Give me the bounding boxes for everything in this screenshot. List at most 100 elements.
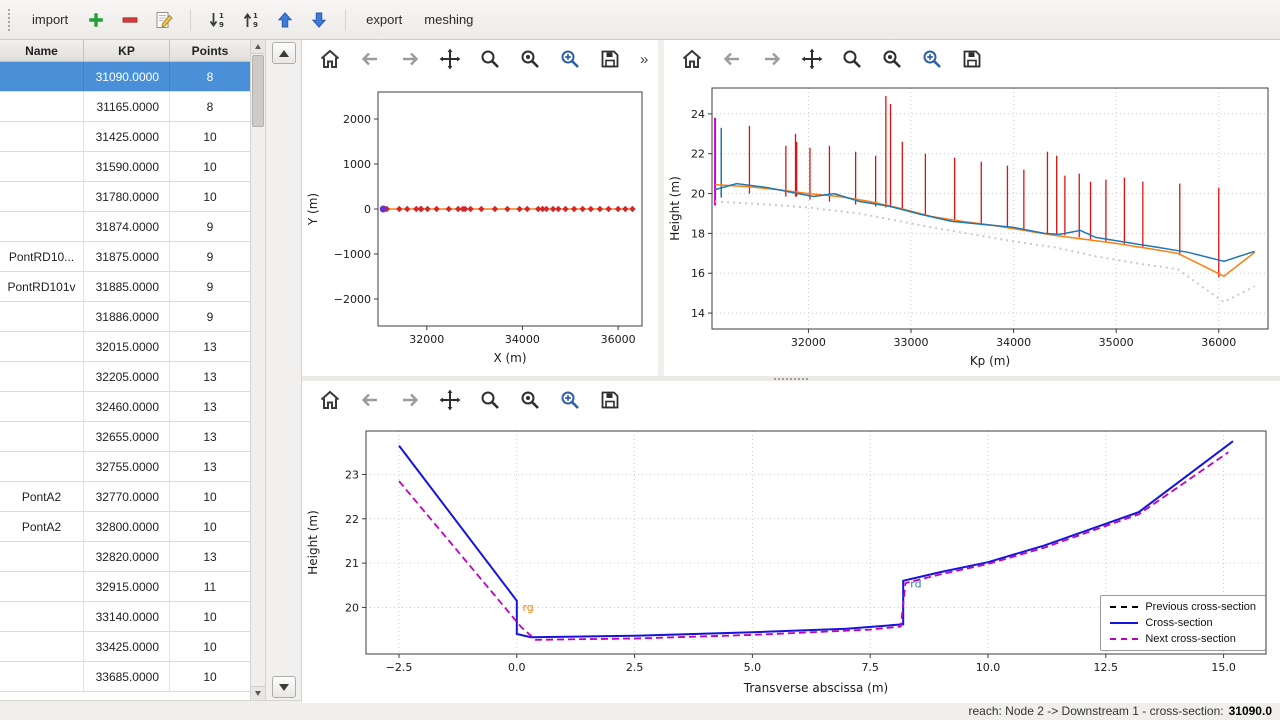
cell-name[interactable] [0, 332, 84, 361]
table-row[interactable]: PontRD101v 31885.0000 9 [0, 272, 250, 302]
cell-name[interactable] [0, 542, 84, 571]
cell-kp[interactable]: 32460.0000 [84, 392, 170, 421]
cell-points[interactable]: 9 [206, 249, 214, 264]
plot-legend[interactable]: Previous cross-section Cross-section Next … [1100, 595, 1266, 651]
table-row[interactable]: PontRD10... 31875.0000 9 [0, 242, 250, 272]
export-button[interactable]: export [356, 8, 412, 31]
table-row[interactable]: 32205.0000 13 [0, 362, 250, 392]
cell-kp[interactable]: 31425.0000 [84, 122, 170, 151]
cell-kp[interactable]: 33140.0000 [84, 602, 170, 631]
add-cross-section-button[interactable] [80, 5, 112, 35]
cell-points[interactable]: 10 [203, 519, 217, 534]
cell-kp[interactable]: 32915.0000 [84, 572, 170, 601]
meshing-button[interactable]: meshing [414, 8, 483, 31]
subplots-button[interactable] [516, 46, 543, 73]
table-row[interactable]: PontA2 32770.0000 10 [0, 482, 250, 512]
table-row[interactable]: 31780.0000 10 [0, 182, 250, 212]
table-row[interactable]: 31165.0000 8 [0, 92, 250, 122]
table-row[interactable]: 31425.0000 10 [0, 122, 250, 152]
cell-name[interactable] [0, 62, 84, 91]
import-button[interactable]: import [22, 8, 78, 31]
cell-kp[interactable]: 31090.0000 [84, 62, 170, 91]
home-button[interactable] [678, 46, 705, 73]
table-row[interactable]: 31590.0000 10 [0, 152, 250, 182]
table-row[interactable]: 31886.0000 9 [0, 302, 250, 332]
forward-button[interactable] [758, 46, 785, 73]
cell-name[interactable] [0, 362, 84, 391]
cell-points[interactable]: 9 [206, 219, 214, 234]
scroll-to-top-button[interactable] [272, 42, 296, 64]
cell-name[interactable] [0, 182, 84, 211]
cell-kp[interactable]: 32015.0000 [84, 332, 170, 361]
move-up-button[interactable] [269, 5, 301, 35]
column-header-kp[interactable]: KP [84, 40, 170, 61]
cell-name[interactable]: PontA2 [0, 482, 84, 511]
cell-points[interactable]: 13 [203, 429, 217, 444]
cell-kp[interactable]: 31165.0000 [84, 92, 170, 121]
forward-button[interactable] [396, 46, 423, 73]
cell-points[interactable]: 10 [203, 159, 217, 174]
cell-name[interactable] [0, 152, 84, 181]
cell-kp[interactable]: 32655.0000 [84, 422, 170, 451]
table-row[interactable]: 33685.0000 10 [0, 662, 250, 692]
home-button[interactable] [316, 387, 343, 414]
cell-name[interactable] [0, 662, 84, 691]
cell-points[interactable]: 9 [206, 279, 214, 294]
save-button[interactable] [596, 387, 623, 414]
cell-name[interactable] [0, 122, 84, 151]
column-header-points[interactable]: Points [191, 43, 229, 58]
zoom-button[interactable] [838, 46, 865, 73]
plan-view-plot[interactable]: 32000 34000 36000 −2000 −1000 0 1000 2000 X (m) Y… [302, 78, 658, 376]
cell-kp[interactable]: 31886.0000 [84, 302, 170, 331]
cell-name[interactable] [0, 212, 84, 241]
cell-points[interactable]: 8 [206, 99, 214, 114]
vertical-splitter[interactable] [658, 40, 664, 376]
cell-name[interactable] [0, 392, 84, 421]
cell-points[interactable]: 13 [203, 339, 217, 354]
cell-name[interactable]: PontA2 [0, 512, 84, 541]
table-row[interactable]: 33140.0000 10 [0, 602, 250, 632]
subplots-button[interactable] [516, 387, 543, 414]
cell-kp[interactable]: 33685.0000 [84, 662, 170, 691]
forward-button[interactable] [396, 387, 423, 414]
save-button[interactable] [596, 46, 623, 73]
cell-kp[interactable]: 32755.0000 [84, 452, 170, 481]
cell-points[interactable]: 10 [203, 489, 217, 504]
table-row[interactable]: 33425.0000 10 [0, 632, 250, 662]
table-row[interactable]: 32655.0000 13 [0, 422, 250, 452]
back-button[interactable] [718, 46, 745, 73]
save-button[interactable] [958, 46, 985, 73]
cell-points[interactable]: 13 [203, 549, 217, 564]
cross-section-plot[interactable]: −2.5 0.0 2.5 5.0 7.5 10.0 12.5 15.0 20 21 22 23 Tran… [302, 419, 1280, 703]
cell-name[interactable] [0, 92, 84, 121]
table-row[interactable]: 32015.0000 13 [0, 332, 250, 362]
cell-points[interactable]: 10 [203, 639, 217, 654]
cell-points[interactable]: 10 [203, 189, 217, 204]
table-row[interactable]: 31874.0000 9 [0, 212, 250, 242]
scroll-to-bottom-button[interactable] [272, 676, 296, 698]
toolbar-drag-handle[interactable] [8, 8, 12, 31]
table-row[interactable]: 32915.0000 11 [0, 572, 250, 602]
cell-kp[interactable]: 31780.0000 [84, 182, 170, 211]
cell-name[interactable]: PontRD10... [0, 242, 84, 271]
cell-kp[interactable]: 32820.0000 [84, 542, 170, 571]
cell-name[interactable] [0, 302, 84, 331]
cell-kp[interactable]: 31874.0000 [84, 212, 170, 241]
subplots-button[interactable] [878, 46, 905, 73]
cell-kp[interactable]: 31590.0000 [84, 152, 170, 181]
cell-points[interactable]: 10 [203, 669, 217, 684]
cell-name[interactable] [0, 452, 84, 481]
table-row[interactable]: 32755.0000 13 [0, 452, 250, 482]
figure-options-button[interactable] [556, 387, 583, 414]
table-row[interactable]: 32820.0000 13 [0, 542, 250, 572]
column-header-name[interactable]: Name [0, 40, 84, 61]
cell-points[interactable]: 9 [206, 309, 214, 324]
pan-button[interactable] [436, 46, 463, 73]
scrollbar-thumb[interactable] [252, 55, 264, 127]
back-button[interactable] [356, 46, 383, 73]
table-row[interactable]: 31090.0000 8 [0, 62, 250, 92]
edit-cross-section-button[interactable] [148, 5, 180, 35]
table-row[interactable]: 32460.0000 13 [0, 392, 250, 422]
